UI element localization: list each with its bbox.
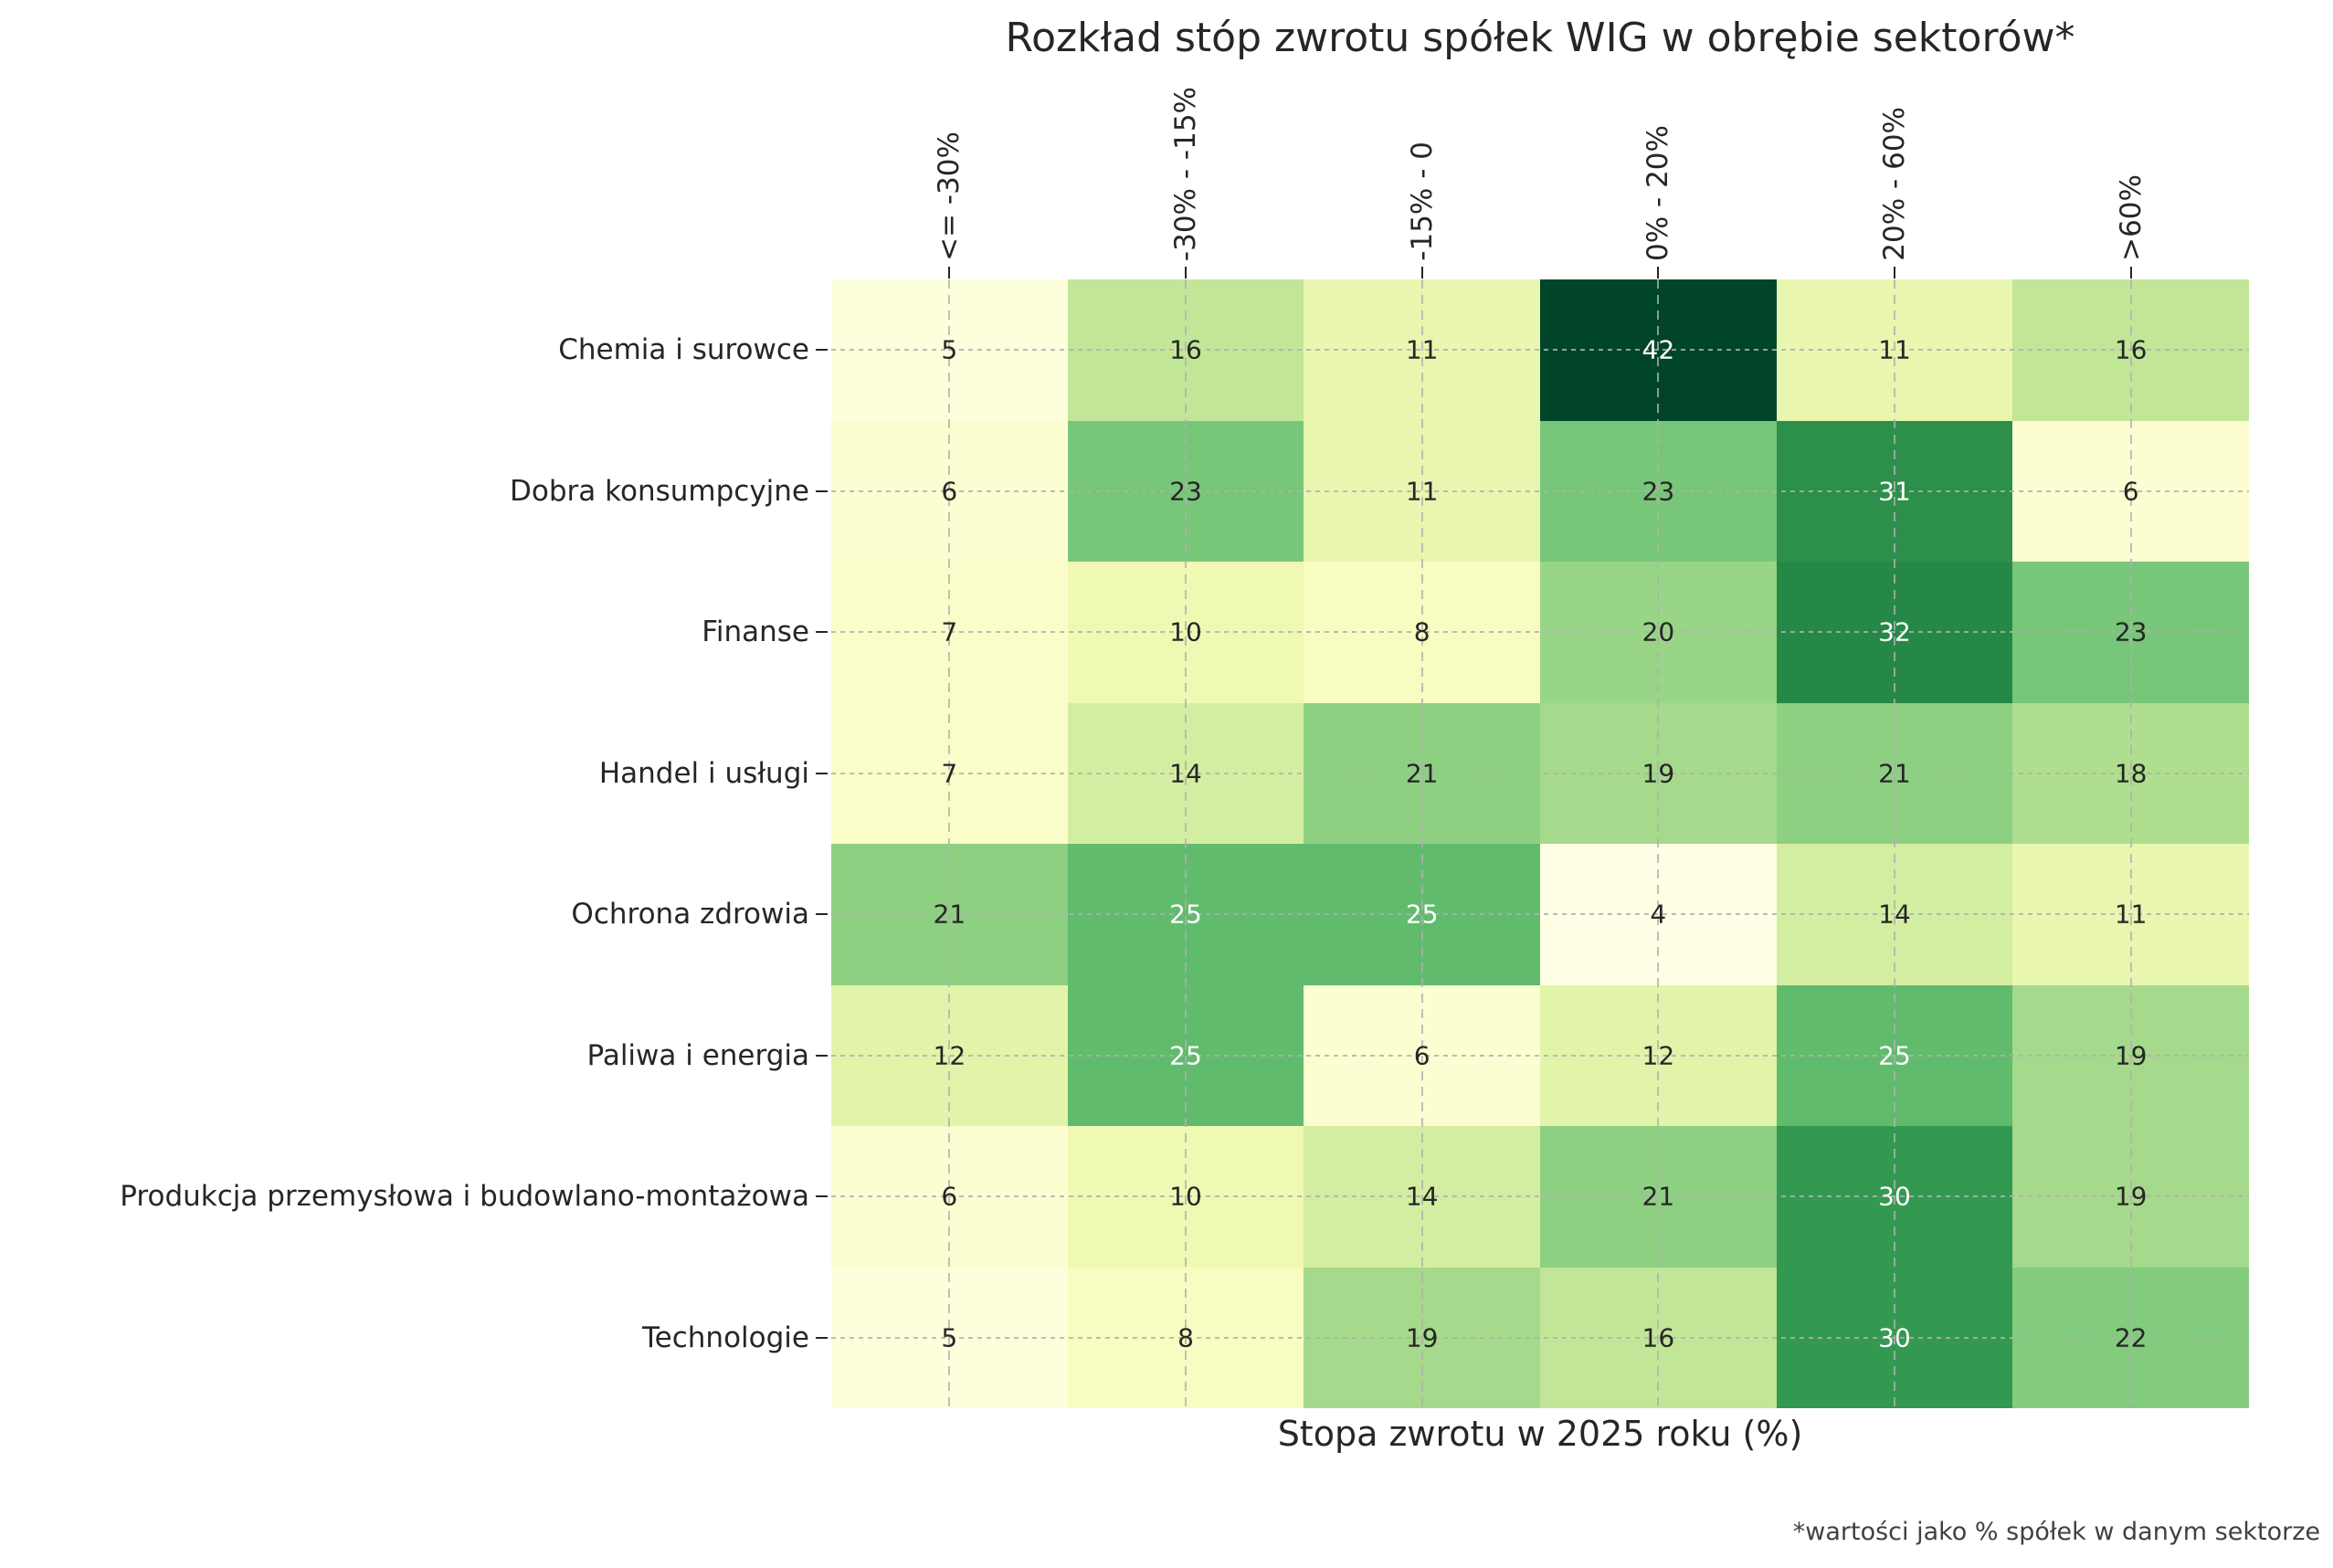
cell-value: 22	[2114, 1322, 2148, 1353]
y-tick-label: Finanse	[702, 616, 809, 649]
cell-value: 8	[1177, 1322, 1194, 1353]
gridline-horizontal	[831, 489, 2249, 492]
y-tick-mark	[816, 1195, 828, 1198]
x-tick-label: -30% - -15%	[1169, 86, 1202, 261]
cell-value: 20	[1642, 616, 1675, 647]
cell-value: 16	[2114, 334, 2148, 365]
y-tick-mark	[816, 1054, 828, 1057]
y-tick-mark	[816, 772, 828, 774]
cell-value: 21	[933, 899, 966, 930]
x-tick-mark	[1185, 267, 1187, 279]
gridline-vertical	[2129, 279, 2132, 1408]
cell-value: 32	[1878, 616, 1911, 647]
cell-value: 25	[1169, 1040, 1202, 1071]
cell-value: 16	[1642, 1322, 1675, 1353]
cell-value: 25	[1405, 899, 1439, 930]
cell-value: 19	[2114, 1040, 2148, 1071]
y-tick-mark	[816, 1336, 828, 1339]
cell-value: 12	[933, 1040, 966, 1071]
gridline-vertical	[1894, 279, 1895, 1408]
cell-value: 21	[1405, 758, 1439, 789]
cell-value: 11	[1405, 476, 1439, 507]
cell-value: 30	[1878, 1322, 1911, 1353]
cell-value: 42	[1642, 334, 1675, 365]
cell-value: 25	[1878, 1040, 1911, 1071]
y-tick-label: Produkcja przemysłowa i budowlano-montaż…	[120, 1180, 809, 1214]
y-tick-mark	[816, 913, 828, 916]
y-tick-label: Chemia i surowce	[558, 333, 809, 367]
x-tick-mark	[1420, 267, 1423, 279]
gridline-horizontal	[831, 772, 2249, 774]
y-tick-mark	[816, 489, 828, 492]
cell-value: 6	[941, 1181, 958, 1212]
cell-value: 5	[941, 1322, 958, 1353]
cell-value: 16	[1169, 334, 1202, 365]
gridline-horizontal	[831, 631, 2249, 634]
cell-value: 11	[1878, 334, 1911, 365]
cell-value: 8	[1413, 616, 1430, 647]
gridline-vertical	[1185, 279, 1187, 1408]
y-tick-label: Handel i usługi	[598, 756, 809, 790]
cell-value: 25	[1169, 899, 1202, 930]
cell-value: 10	[1169, 616, 1202, 647]
gridline-horizontal	[831, 1054, 2249, 1057]
x-tick-label: 0% - 20%	[1642, 125, 1675, 261]
cell-value: 14	[1405, 1181, 1439, 1212]
cell-value: 23	[1169, 476, 1202, 507]
x-tick-mark	[948, 267, 951, 279]
cell-value: 23	[1642, 476, 1675, 507]
cell-value: 6	[2122, 476, 2139, 507]
cell-value: 19	[1405, 1322, 1439, 1353]
heatmap: 5 16 11 42 11 16 6 23 11 23 31 6 7 10 8 20 32 23 7 14 21 19 21…	[831, 279, 2249, 1408]
cell-value: 6	[1413, 1040, 1430, 1071]
x-tick-label: 20% - 60%	[1878, 107, 1911, 261]
cell-value: 7	[941, 616, 958, 647]
y-tick-mark	[816, 349, 828, 352]
cell-value: 19	[1642, 758, 1675, 789]
cell-value: 4	[1650, 899, 1667, 930]
cell-value: 6	[941, 476, 958, 507]
gridline-horizontal	[831, 349, 2249, 352]
y-tick-label: Ochrona zdrowia	[571, 898, 809, 931]
gridline-horizontal	[831, 1195, 2249, 1198]
cell-value: 18	[2114, 758, 2148, 789]
cell-value: 23	[2114, 616, 2148, 647]
cell-value: 12	[1642, 1040, 1675, 1071]
gridline-vertical	[1420, 279, 1423, 1408]
cell-value: 21	[1642, 1181, 1675, 1212]
x-axis-label: Stopa zwrotu w 2025 roku (%)	[1277, 1414, 1803, 1454]
gridline-vertical	[948, 279, 951, 1408]
x-tick-mark	[1657, 267, 1660, 279]
cell-value: 11	[2114, 899, 2148, 930]
cell-value: 5	[941, 334, 958, 365]
cell-value: 31	[1878, 476, 1911, 507]
x-tick-mark	[2129, 267, 2132, 279]
y-tick-label: Paliwa i energia	[586, 1038, 809, 1072]
gridline-horizontal	[831, 913, 2249, 916]
footnote: *wartości jako % spółek w danym sektorze	[1792, 1518, 2320, 1546]
cell-value: 14	[1878, 899, 1911, 930]
x-tick-mark	[1894, 267, 1895, 279]
cell-value: 10	[1169, 1181, 1202, 1212]
cell-value: 14	[1169, 758, 1202, 789]
cell-value: 30	[1878, 1181, 1911, 1212]
x-tick-label: >60%	[2114, 174, 2148, 261]
y-tick-label: Dobra konsumpcyjne	[510, 474, 809, 508]
cell-value: 11	[1405, 334, 1439, 365]
y-tick-mark	[816, 631, 828, 634]
chart-title: Rozkład stóp zwrotu spółek WIG w obrębie…	[1005, 15, 2075, 61]
cell-value: 21	[1878, 758, 1911, 789]
x-tick-label: -15% - 0	[1405, 142, 1439, 261]
y-tick-label: Technologie	[642, 1321, 809, 1354]
gridline-horizontal	[831, 1336, 2249, 1339]
gridline-vertical	[1657, 279, 1660, 1408]
x-tick-label: <= -30%	[933, 132, 966, 261]
cell-value: 7	[941, 758, 958, 789]
cell-value: 19	[2114, 1181, 2148, 1212]
